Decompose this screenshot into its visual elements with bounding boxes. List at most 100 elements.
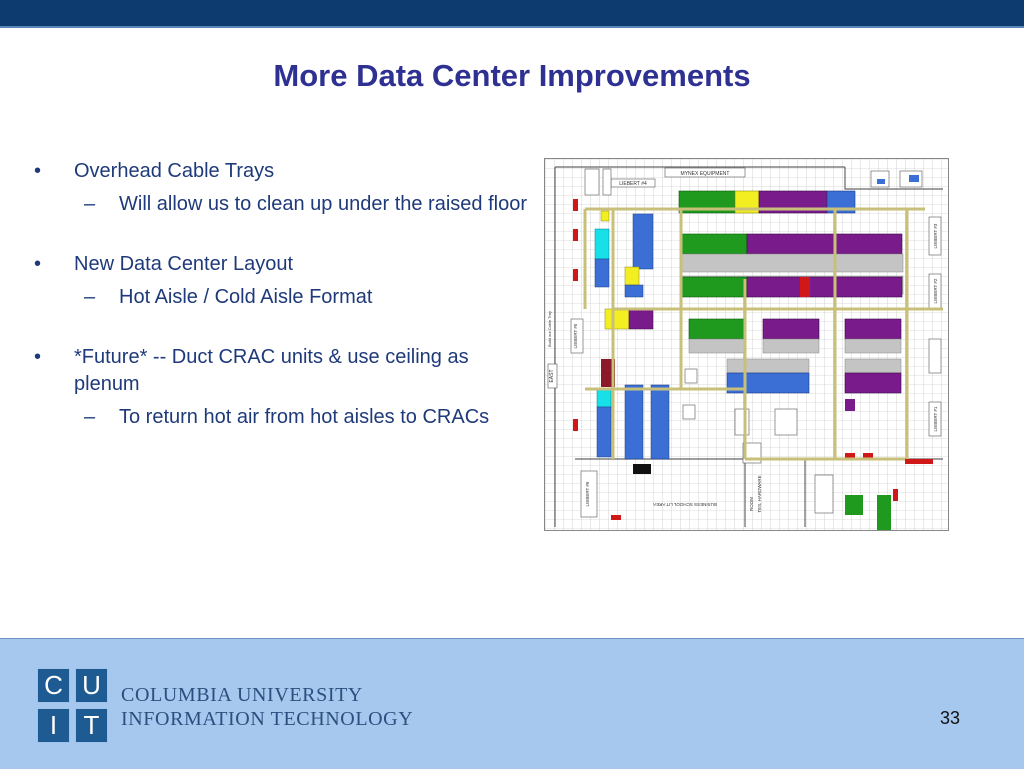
red-marker (845, 453, 855, 458)
small-box (814, 474, 834, 514)
liebert3-label: LIEBERT #3 (933, 223, 938, 248)
rack-row-green (688, 318, 746, 340)
rack-row-gray (762, 338, 820, 354)
red-marker (893, 489, 898, 501)
business-label: BUSINESS SCHOOL LIT AREA (653, 502, 717, 507)
blue-unit (624, 284, 644, 298)
red-marker (573, 229, 578, 241)
liebert5-label: LIEBERT #5 (573, 323, 578, 348)
liebert6-label: LIEBERT #6 (585, 481, 590, 506)
mynex-label: MYNEX EQUIPMENT (681, 171, 730, 177)
small-box (684, 368, 698, 384)
small-box (682, 404, 696, 420)
liebert3-unit (928, 216, 942, 256)
bullet-mark: • (34, 346, 42, 368)
sub-bullet-mark: – (84, 193, 96, 215)
bullet-item: • Overhead Cable Trays (34, 158, 534, 185)
page-number: 33 (940, 708, 961, 728)
sub-bullet-text: To return hot air from hot aisles to CRA… (119, 406, 490, 428)
sub-bullet-item: – To return hot air from hot aisles to C… (34, 404, 534, 431)
cuit-logo: C U I T (37, 668, 109, 744)
sub-bullet-text: Will allow us to clean up under the rais… (119, 193, 527, 215)
small-box (602, 168, 612, 196)
liebert4-label: LIEBERT #4 (619, 181, 647, 187)
red-marker (905, 459, 933, 464)
logo-letter: U (75, 668, 108, 703)
green-unit (845, 495, 863, 515)
liebert1-unit (928, 401, 942, 437)
blue-column (624, 384, 644, 460)
small-box (774, 408, 798, 436)
rack-row-purple (844, 318, 902, 340)
green-unit (877, 495, 891, 531)
tray-label: Build out Cable Tray (547, 311, 552, 347)
red-marker (863, 453, 873, 458)
yellow-unit (600, 210, 610, 222)
sub-bullet-item: – Will allow us to clean up under the ra… (34, 191, 534, 218)
bullet-mark: • (34, 253, 42, 275)
liebert6-unit (580, 470, 598, 518)
cyan-unit (596, 388, 612, 408)
organization-name: COLUMBIA UNIVERSITY INFORMATION TECHNOLO… (121, 683, 413, 731)
blue-unit (877, 179, 885, 184)
liebert2-label: LIEBERT #2 (933, 278, 938, 303)
liebert5-unit (570, 318, 584, 354)
rack-row-gray (844, 358, 902, 374)
rack-row-gray (844, 338, 902, 354)
sub-bullet-text: Hot Aisle / Cold Aisle Format (119, 286, 373, 308)
yellow-unit (604, 308, 630, 330)
mynex-box (664, 167, 746, 178)
hardware-label: TES, HARDWARE (757, 475, 762, 512)
black-unit (633, 464, 651, 474)
bullet-text: Overhead Cable Trays (74, 160, 275, 182)
bullet-item: • *Future* -- Duct CRAC units & use ceil… (34, 344, 534, 398)
sub-bullet-item: – Hot Aisle / Cold Aisle Format (34, 284, 534, 311)
logo-letter: I (37, 708, 70, 743)
slide-title: More Data Center Improvements (273, 58, 751, 93)
data-center-floor-plan: MYNEX EQUIPMENT LIEBERT #4 LIEBERT #3 LI… (544, 158, 949, 531)
bullet-text: New Data Center Layout (74, 253, 294, 275)
bullet-list: • Overhead Cable Trays – Will allow us t… (34, 158, 534, 431)
blue-column (594, 258, 610, 288)
crac-unit (928, 338, 942, 374)
bullet-item: • New Data Center Layout (34, 251, 534, 278)
purple-unit (845, 399, 855, 411)
rack-row-gray (688, 338, 746, 354)
blue-unit (909, 175, 919, 182)
sub-bullet-mark: – (84, 286, 96, 308)
red-marker (573, 269, 578, 281)
red-marker (573, 199, 578, 211)
cable-trays (583, 207, 943, 461)
yellow-unit (624, 266, 640, 286)
room-label: ROOM (749, 497, 754, 511)
purple-unit (628, 308, 654, 330)
blue-column (596, 406, 612, 458)
top-banner (0, 0, 1024, 28)
bullet-mark: • (34, 160, 42, 182)
rack-row-purple (746, 276, 903, 298)
rack-row-green (680, 233, 748, 255)
red-marker (611, 515, 621, 520)
rack-row-purple (746, 233, 903, 255)
red-marker (573, 419, 578, 431)
logo-letter: C (37, 668, 70, 703)
org-line-1: COLUMBIA UNIVERSITY (121, 684, 363, 706)
small-box (584, 168, 600, 196)
rack-row-purple (844, 372, 902, 394)
rack-row-blue (726, 372, 810, 394)
rack-row-gray (680, 253, 904, 273)
red-unit (800, 277, 810, 297)
rack-row-green (680, 276, 748, 298)
blue-column (650, 384, 670, 460)
rack-row-purple (762, 318, 820, 340)
org-line-2: INFORMATION TECHNOLOGY (121, 708, 414, 730)
liebert1-label: LIEBERT #1 (933, 406, 938, 431)
rack-row-gray (726, 358, 810, 374)
floor-plan-drawing: MYNEX EQUIPMENT LIEBERT #4 LIEBERT #3 LI… (545, 159, 948, 531)
sub-bullet-mark: – (84, 406, 96, 428)
blue-column (632, 213, 654, 270)
east-label: EAST (549, 369, 555, 382)
footer-band (0, 638, 1024, 769)
logo-letter: T (75, 708, 108, 743)
bullet-text: *Future* -- Duct CRAC units & use ceilin… (74, 346, 469, 395)
